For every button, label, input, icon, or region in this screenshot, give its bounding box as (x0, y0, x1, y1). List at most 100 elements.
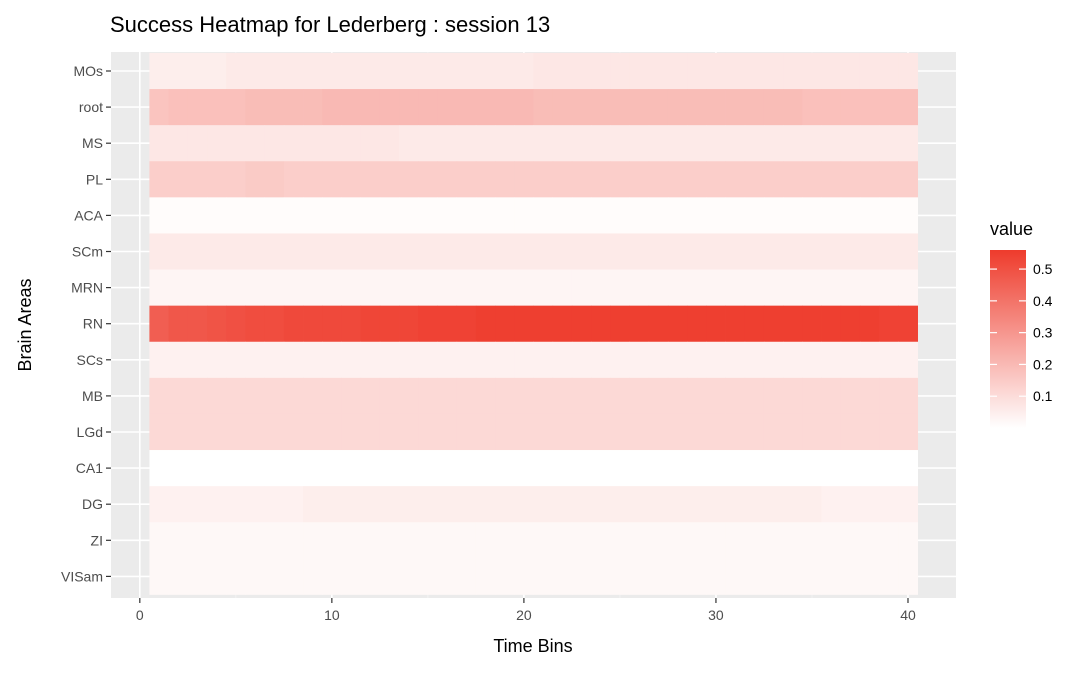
heatmap-cell (725, 450, 746, 487)
heatmap-cell (898, 269, 918, 307)
heatmap-cell (744, 558, 765, 595)
heatmap-cell (802, 450, 822, 487)
heatmap-cell (821, 197, 842, 234)
legend-tick-label: 0.2 (1033, 356, 1053, 372)
heatmap-cell (303, 269, 323, 307)
heatmap-cell (437, 450, 458, 487)
heatmap-cell (706, 233, 726, 270)
heatmap-cell (207, 558, 227, 595)
heatmap-cell (283, 305, 304, 343)
heatmap-cell (418, 377, 438, 415)
heatmap-cell (763, 450, 784, 487)
heatmap-cell (207, 125, 227, 162)
heatmap-cell (610, 197, 630, 234)
heatmap-cell (744, 125, 765, 162)
heatmap-cell (725, 233, 746, 270)
heatmap-cell (245, 89, 266, 126)
y-tick-label: SCm (72, 244, 103, 260)
heatmap-cell (303, 233, 323, 270)
heatmap-cell (783, 161, 803, 198)
heatmap-cell (341, 377, 362, 415)
heatmap-cell (379, 413, 400, 451)
heatmap-cell (763, 197, 784, 234)
heatmap-cell (591, 558, 611, 595)
heatmap-cell (283, 450, 304, 487)
heatmap-cell (245, 377, 266, 415)
x-tick-label: 0 (136, 607, 144, 623)
heatmap-cell (399, 413, 419, 451)
heatmap-cell (629, 161, 650, 198)
heatmap-cell (744, 486, 765, 523)
heatmap-cell (399, 161, 419, 198)
heatmap-cell (725, 197, 746, 234)
heatmap-cell (802, 233, 822, 270)
heatmap-cell (207, 269, 227, 307)
heatmap-cell (859, 125, 880, 162)
heatmap-cell (591, 486, 611, 523)
heatmap-cell (648, 52, 669, 90)
heatmap-cell (245, 125, 266, 162)
heatmap-cell (495, 161, 515, 198)
y-tick-label: MOs (73, 63, 103, 79)
heatmap-cell (898, 558, 918, 595)
heatmap-cell (456, 558, 477, 595)
heatmap-cell (495, 558, 515, 595)
heatmap-cell (418, 558, 438, 595)
heatmap-cell (591, 450, 611, 487)
heatmap-cell (610, 89, 630, 126)
heatmap-cell (533, 89, 554, 126)
heatmap-cell (706, 305, 726, 343)
heatmap-cell (571, 197, 592, 234)
heatmap-cell (744, 522, 765, 559)
heatmap-cell (667, 197, 688, 234)
heatmap-cell (763, 52, 784, 90)
heatmap-cell (610, 341, 630, 379)
heatmap-cell (322, 341, 342, 379)
heatmap-cell (418, 197, 438, 234)
heatmap-cell (322, 269, 342, 307)
y-tick-label: ZI (91, 532, 103, 548)
heatmap-cell (802, 125, 822, 162)
heatmap-cell (187, 558, 208, 595)
x-axis: 0 10 20 30 40 (136, 598, 916, 623)
heatmap-cell (667, 233, 688, 270)
heatmap-cell (763, 522, 784, 559)
heatmap-cell (571, 413, 592, 451)
heatmap-cell (437, 125, 458, 162)
y-tick-label: VISam (61, 568, 103, 584)
heatmap-cell (783, 125, 803, 162)
heatmap-cell (859, 558, 880, 595)
heatmap-cell (571, 89, 592, 126)
y-tick-label: LGd (77, 424, 103, 440)
heatmap-cell (149, 269, 170, 307)
heatmap-cell (859, 450, 880, 487)
heatmap-cell (571, 52, 592, 90)
heatmap-cell (552, 305, 573, 343)
heatmap-cell (495, 450, 515, 487)
heatmap-cell (610, 558, 630, 595)
heatmap-cell (610, 269, 630, 307)
heatmap-cell (514, 558, 534, 595)
x-axis-title: Time Bins (493, 636, 572, 656)
heatmap-cell (399, 341, 419, 379)
heatmap-cell (763, 233, 784, 270)
legend-colorbar (990, 250, 1026, 428)
heatmap-cell (859, 197, 880, 234)
heatmap-cell (744, 341, 765, 379)
heatmap-cell (533, 522, 554, 559)
y-axis: MOs root MS PL ACA SCm MRN RN SCs MB LGd CA1 DG ZI VIS… (61, 63, 111, 584)
heatmap-cell (303, 197, 323, 234)
heatmap-cell (648, 269, 669, 307)
heatmap-cell (379, 52, 400, 90)
heatmap-cell (264, 197, 285, 234)
heatmap-cell (283, 377, 304, 415)
heatmap-cell (437, 486, 458, 523)
heatmap-cell (514, 89, 534, 126)
heatmap-cell (322, 450, 342, 487)
heatmap-cell (667, 52, 688, 90)
heatmap-cell (706, 89, 726, 126)
heatmap-cell (898, 89, 918, 126)
heatmap-cell (706, 52, 726, 90)
heatmap-cell (763, 341, 784, 379)
